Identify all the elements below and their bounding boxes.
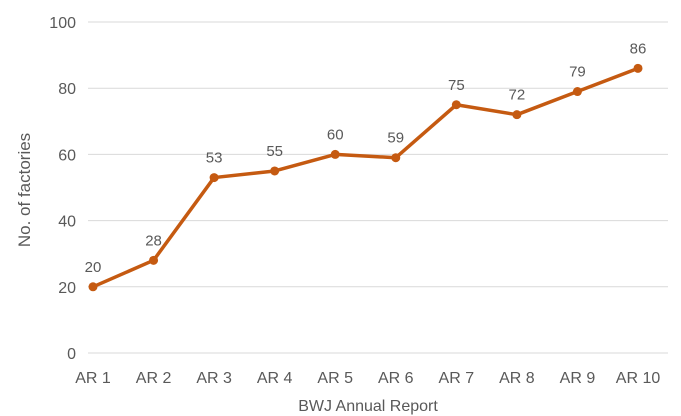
y-tick-label: 0 — [67, 346, 76, 363]
data-point — [391, 153, 401, 163]
data-label: 59 — [387, 130, 404, 147]
x-tick-label: AR 6 — [378, 370, 414, 387]
y-tick-label: 40 — [58, 214, 76, 231]
x-axis-tick-labels: AR 1 AR 2 AR 3 AR 4 AR 5 AR 6 AR 7 AR 8 AR 9 AR 1… — [75, 370, 660, 387]
y-tick-label: 60 — [58, 147, 76, 164]
data-label: 75 — [448, 77, 465, 94]
data-point — [330, 149, 340, 159]
data-label: 53 — [206, 150, 223, 167]
data-labels: 20 28 53 55 60 59 75 72 79 86 — [85, 40, 647, 275]
x-tick-label: AR 4 — [257, 370, 293, 387]
y-axis-title: No. of factories — [15, 133, 34, 247]
y-tick-label: 100 — [49, 15, 76, 32]
data-label: 55 — [266, 143, 283, 160]
x-tick-label: AR 10 — [616, 370, 661, 387]
data-point — [209, 173, 219, 183]
data-label: 20 — [85, 259, 102, 276]
series-line — [91, 66, 640, 289]
data-label: 72 — [509, 87, 526, 104]
data-label: 28 — [145, 232, 162, 249]
x-axis-title: BWJ Annual Report — [298, 398, 438, 415]
data-point — [270, 166, 280, 176]
data-label: 79 — [569, 64, 586, 81]
series-line-layer — [91, 66, 640, 289]
x-tick-label: AR 2 — [136, 370, 172, 387]
y-tick-label: 80 — [58, 81, 76, 98]
data-point — [572, 87, 582, 97]
data-point — [149, 255, 159, 265]
data-point — [633, 63, 643, 73]
x-tick-label: AR 5 — [317, 370, 353, 387]
data-label: 60 — [327, 126, 344, 143]
data-points — [88, 63, 643, 292]
x-tick-label: AR 8 — [499, 370, 535, 387]
x-tick-label: AR 3 — [196, 370, 232, 387]
data-point — [512, 110, 522, 120]
x-tick-label: AR 1 — [75, 370, 111, 387]
data-point — [88, 282, 98, 292]
y-tick-label: 20 — [58, 280, 76, 297]
y-axis-tick-labels: 0 20 40 60 80 100 — [49, 15, 76, 363]
x-tick-label: AR 7 — [439, 370, 475, 387]
x-tick-label: AR 9 — [560, 370, 596, 387]
data-point — [451, 100, 461, 110]
data-label: 86 — [630, 40, 647, 57]
